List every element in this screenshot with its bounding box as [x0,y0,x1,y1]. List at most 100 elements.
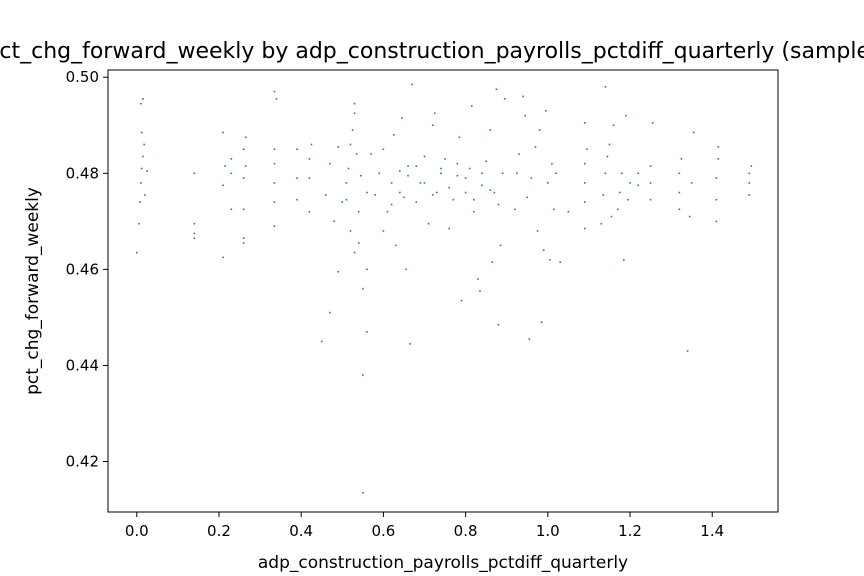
scatter-point [415,201,418,203]
x-tick-label: 0.2 [207,522,231,540]
scatter-point [345,198,348,201]
scatter-point [567,210,570,213]
scatter-point [473,210,475,213]
scatter-point [637,184,640,187]
scatter-point [627,198,629,201]
scatter-point [448,227,450,230]
scatter-point [651,122,654,124]
scatter-point [405,268,407,271]
scatter-point [333,220,335,223]
scatter-point [144,194,146,196]
scatter-point [143,143,145,146]
scatter-point [337,270,339,273]
scatter-point [551,162,553,165]
scatter-point [690,182,693,184]
scatter-point [242,148,245,151]
scatter-point [536,230,539,232]
scatter-point [308,158,311,160]
scatter-point [489,189,492,191]
scatter-point [359,174,362,177]
axes-frame [107,69,779,513]
scatter-point [534,146,537,148]
scatter-point [678,191,681,194]
scatter-point [612,124,615,127]
scatter-point [242,237,245,239]
scatter-point [431,124,434,127]
scatter-point [692,131,695,134]
scatter-point [308,177,311,179]
scatter-point [337,146,339,148]
scatter-point [273,225,276,227]
x-tick-label: 1.0 [536,522,560,540]
scatter-point [616,208,619,211]
scatter-point [355,153,358,155]
scatter-point [230,158,233,160]
scatter-point [362,287,364,290]
scatter-point [464,177,467,179]
scatter-point [528,338,531,340]
scatter-point [485,160,487,163]
scatter-point [399,191,401,194]
scatter-point [481,184,483,187]
scatter-point [325,194,327,196]
scatter-point [320,340,323,343]
scatter-point [440,172,442,175]
scatter-point [678,172,681,175]
scatter-point [680,158,683,160]
y-tick-label: 0.46 [66,260,99,278]
scatter-point [362,491,364,494]
scatter-point [715,198,718,201]
scatter-point [357,242,360,244]
scatter-point [329,311,331,314]
scatter-point [353,112,356,115]
scatter-point [452,198,455,201]
scatter-point [559,261,561,263]
scatter-point [464,191,467,194]
scatter-point [431,194,434,196]
scatter-point [347,167,350,170]
scatter-point [230,172,233,175]
scatter-point [549,258,551,261]
scatter-point [458,136,461,139]
y-axis: 0.42 0.44 0.46 0.48 0.50 [66,68,108,471]
scatter-point [497,203,500,206]
scatter-point [349,143,352,146]
scatter-point [456,162,459,165]
scatter-point [390,182,393,184]
scatter-point [427,222,430,225]
scatter-point [493,191,496,194]
scatter-point [649,182,652,184]
scatter-point [621,172,623,175]
scatter-point [540,321,543,324]
scatter-point [688,215,691,218]
scatter-point [193,222,196,225]
scatter-point [146,170,148,172]
scatter-point [448,186,450,189]
scatter-point [649,165,652,167]
scatter-point [142,155,144,158]
scatter-point [625,114,627,117]
y-tick-label: 0.42 [66,453,99,471]
scatter-point [468,167,471,170]
scatter-point [715,177,718,179]
scatter-point [244,136,247,139]
scatter-point [370,153,372,155]
points-layer [135,83,753,494]
scatter-point [518,153,520,155]
scatter-point [501,172,504,175]
scatter-point [678,208,681,211]
scatter-point [329,162,331,165]
x-tick-label: 0.4 [289,522,313,540]
scatter-point [222,184,224,187]
y-axis-label: pct_chg_forward_weekly [23,187,43,395]
scatter-point [362,374,364,376]
scatter-point [296,198,298,201]
scatter-point [423,155,426,158]
scatter-point [584,201,586,203]
scatter-point [296,148,298,151]
scatter-point [516,172,518,175]
chart-title: pct_chg_forward_weekly by adp_constructi… [0,39,864,64]
scatter-point [423,182,426,184]
scatter-point [419,182,422,184]
scatter-point [273,201,276,203]
